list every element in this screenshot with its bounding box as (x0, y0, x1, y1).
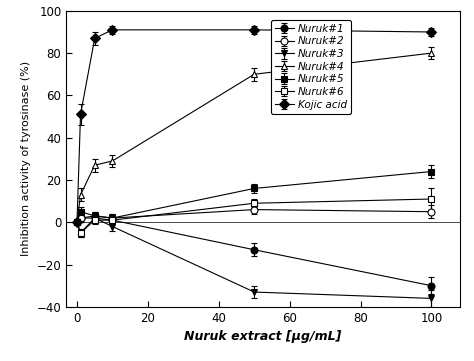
Y-axis label: Inhibition activity of tyrosinase (%): Inhibition activity of tyrosinase (%) (21, 61, 31, 256)
Legend: Nuruk#1, Nuruk#2, Nuruk#3, Nuruk#4, Nuruk#5, Nuruk#6, Kojic acid: Nuruk#1, Nuruk#2, Nuruk#3, Nuruk#4, Nuru… (271, 20, 351, 114)
X-axis label: Nuruk extract [μg/mL]: Nuruk extract [μg/mL] (184, 330, 342, 343)
